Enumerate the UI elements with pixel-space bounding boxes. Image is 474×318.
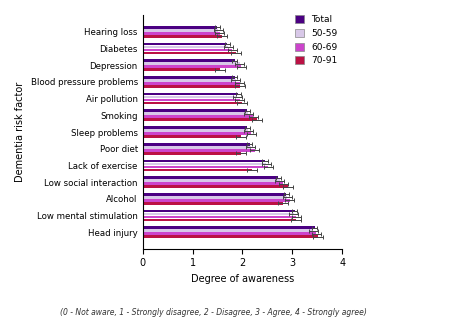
- Bar: [143, 59, 235, 62]
- Text: (0 - Not aware, 1 - Strongly disagree, 2 - Disagree, 3 - Agree, 4 - Strongly agr: (0 - Not aware, 1 - Strongly disagree, 2…: [60, 308, 367, 317]
- Bar: [143, 232, 316, 235]
- Bar: [143, 93, 238, 95]
- Bar: [143, 149, 255, 152]
- Bar: [143, 119, 257, 121]
- Bar: [143, 169, 252, 171]
- Bar: [143, 166, 268, 168]
- Bar: [143, 102, 242, 105]
- Bar: [143, 62, 240, 65]
- Bar: [143, 199, 290, 202]
- Bar: [143, 176, 278, 179]
- Bar: [143, 179, 280, 182]
- Bar: [143, 29, 219, 32]
- Bar: [143, 76, 235, 79]
- Bar: [143, 52, 237, 54]
- Bar: [143, 129, 248, 132]
- Bar: [143, 49, 232, 52]
- Bar: [143, 46, 228, 48]
- Y-axis label: Dementia risk factor: Dementia risk factor: [15, 82, 25, 182]
- Bar: [143, 196, 287, 199]
- Bar: [143, 79, 236, 82]
- Bar: [143, 193, 286, 196]
- Bar: [143, 219, 296, 221]
- Bar: [143, 82, 240, 85]
- Bar: [143, 226, 315, 229]
- Bar: [143, 210, 295, 212]
- Bar: [143, 135, 241, 138]
- Bar: [143, 32, 220, 35]
- X-axis label: Degree of awareness: Degree of awareness: [191, 274, 294, 284]
- Bar: [143, 96, 237, 99]
- Bar: [143, 143, 250, 146]
- Bar: [143, 132, 251, 135]
- Bar: [143, 35, 222, 38]
- Bar: [143, 213, 294, 215]
- Bar: [143, 115, 254, 118]
- Bar: [143, 229, 313, 232]
- Legend: Total, 50-59, 60-69, 70-91: Total, 50-59, 60-69, 70-91: [295, 15, 337, 65]
- Bar: [143, 235, 318, 238]
- Bar: [143, 26, 218, 29]
- Bar: [143, 126, 247, 129]
- Bar: [143, 113, 248, 115]
- Bar: [143, 99, 240, 101]
- Bar: [143, 109, 247, 112]
- Bar: [143, 182, 283, 185]
- Bar: [143, 43, 228, 45]
- Bar: [143, 202, 283, 205]
- Bar: [143, 152, 241, 155]
- Bar: [143, 216, 296, 218]
- Bar: [143, 160, 265, 162]
- Bar: [143, 66, 241, 68]
- Bar: [143, 85, 240, 88]
- Bar: [143, 146, 251, 149]
- Bar: [143, 68, 220, 71]
- Bar: [143, 185, 288, 188]
- Bar: [143, 162, 266, 165]
